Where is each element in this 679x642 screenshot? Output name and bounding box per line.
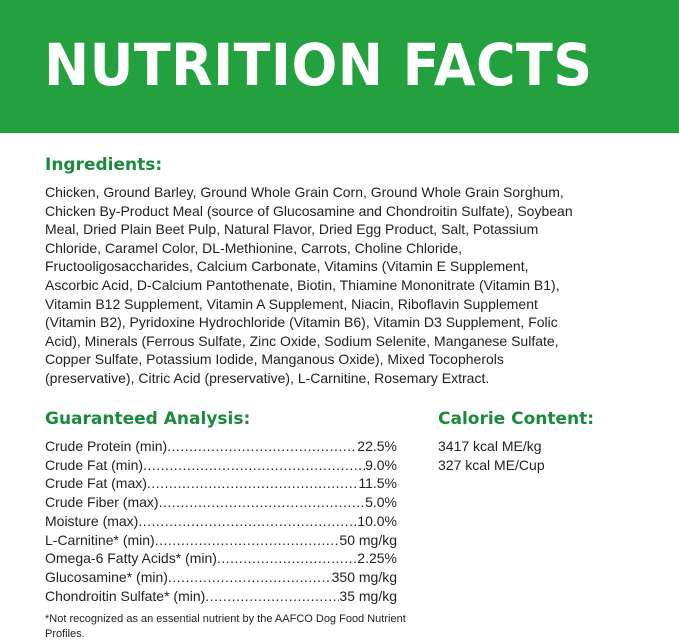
ingredients-list: Chicken, Ground Barley, Ground Whole Gra… (45, 183, 573, 388)
page-title: NUTRITION FACTS (44, 31, 593, 99)
dot-leader (168, 568, 332, 587)
analysis-value: 22.5% (357, 438, 397, 454)
ingredients-line: Copper Sulfate, Potassium Iodide, Mangan… (45, 351, 504, 368)
analysis-row: Crude Fat (max) 11.5% (45, 474, 397, 493)
dot-leader (138, 512, 357, 531)
dot-leader (159, 493, 365, 512)
analysis-row: Crude Protein (min) 22.5% (45, 437, 397, 456)
analysis-row: Omega-6 Fatty Acids* (min) 2.25% (45, 549, 397, 568)
analysis-row: L-Carnitine* (min) 50 mg/kg (45, 531, 397, 550)
ingredients-line: Chloride, Caramel Color, DL-Methionine, … (45, 239, 463, 256)
analysis-label: Crude Fiber (max) (45, 494, 159, 511)
calorie-content-heading: Calorie Content: (438, 409, 595, 429)
analysis-row: Glucosamine* (min) 350 mg/kg (45, 568, 397, 587)
ingredients-line: Fructooligosaccharides, Calcium Carbonat… (45, 258, 529, 275)
dot-leader (155, 531, 340, 550)
ingredients-line: Chicken By-Product Meal (source of Gluco… (45, 202, 573, 219)
dot-leader (167, 437, 357, 456)
analysis-value: 10.0% (357, 512, 397, 529)
ingredients-heading: Ingredients: (45, 155, 163, 175)
ingredients-line: (preservative), Citric Acid (preservativ… (45, 369, 490, 386)
analysis-value: 2.25% (357, 550, 397, 567)
calorie-line: 327 kcal ME/Cup (438, 456, 545, 473)
guaranteed-analysis-table: Crude Protein (min) 22.5% Crude Fat (min) 9… (45, 437, 397, 605)
dot-leader (143, 456, 365, 475)
title-banner: NUTRITION FACTS (0, 0, 679, 133)
analysis-label: L-Carnitine* (min) (45, 531, 155, 548)
analysis-value: 350 mg/kg (331, 568, 397, 585)
dot-leader (205, 587, 339, 606)
dot-leader (217, 549, 357, 568)
ingredients-line: Vitamin B12 Supplement, Vitamin A Supple… (45, 295, 538, 312)
guaranteed-analysis-heading: Guaranteed Analysis: (45, 409, 251, 429)
analysis-value: 11.5% (358, 475, 397, 492)
analysis-row: Moisture (max) 10.0% (45, 512, 397, 531)
analysis-row: Crude Fiber (max) 5.0% (45, 493, 397, 512)
analysis-label: Crude Fat (max) (45, 475, 147, 492)
analysis-label: Glucosamine* (min) (45, 568, 168, 585)
analysis-label: Omega-6 Fatty Acids* (min) (45, 550, 217, 567)
ingredients-line: Chicken, Ground Barley, Ground Whole Gra… (45, 184, 564, 200)
analysis-row: Chondroitin Sulfate* (min) 35 mg/kg (45, 587, 397, 606)
analysis-value: 50 mg/kg (339, 531, 397, 548)
analysis-value: 5.0% (365, 494, 397, 511)
calorie-line: 3417 kcal ME/kg (438, 438, 542, 454)
ingredients-line: Acid), Minerals (Ferrous Sulfate, Zinc O… (45, 332, 559, 349)
analysis-value: 35 mg/kg (339, 587, 397, 604)
analysis-label: Moisture (max) (45, 512, 139, 529)
footnote: *Not recognized as an essential nutrient… (45, 613, 406, 640)
ingredients-line: (Vitamin B2), Pyridoxine Hydrochloride (… (45, 314, 558, 331)
dot-leader (147, 474, 358, 493)
analysis-value: 9.0% (365, 456, 397, 473)
analysis-label: Chondroitin Sulfate* (min) (45, 587, 206, 604)
ingredients-line: Ascorbic Acid, D-Calcium Pantothenate, B… (45, 276, 560, 293)
ingredients-line: Meal, Dried Plain Beet Pulp, Natural Fla… (45, 221, 539, 238)
analysis-label: Crude Protein (min) (45, 438, 168, 454)
calorie-content: 3417 kcal ME/kg 327 kcal ME/Cup (438, 437, 545, 474)
analysis-row: Crude Fat (min) 9.0% (45, 456, 397, 475)
analysis-label: Crude Fat (min) (45, 456, 144, 473)
